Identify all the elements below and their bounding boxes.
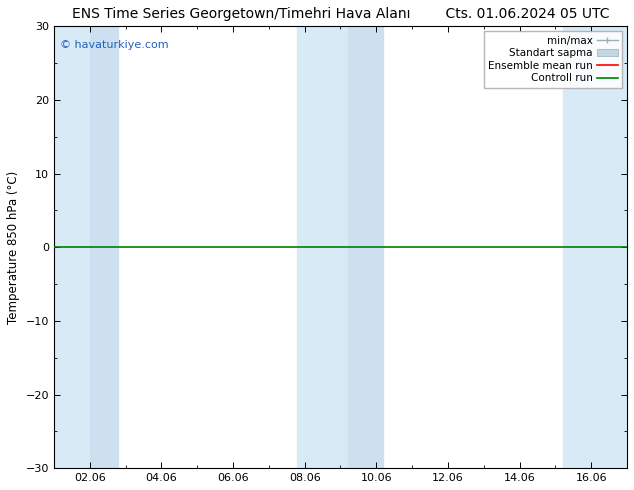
Bar	[54, 26, 89, 468]
Bar	[89, 26, 119, 468]
Y-axis label: Temperature 850 hPa (°C): Temperature 850 hPa (°C)	[7, 171, 20, 324]
Bar	[297, 26, 347, 468]
Bar	[347, 26, 384, 468]
Text: © havaturkiye.com: © havaturkiye.com	[60, 40, 168, 49]
Title: ENS Time Series Georgetown/Timehri Hava Alanı        Cts. 01.06.2024 05 UTC: ENS Time Series Georgetown/Timehri Hava …	[72, 7, 609, 21]
Bar	[562, 26, 627, 468]
Legend: min/max, Standart sapma, Ensemble mean run, Controll run: min/max, Standart sapma, Ensemble mean r…	[484, 31, 622, 88]
